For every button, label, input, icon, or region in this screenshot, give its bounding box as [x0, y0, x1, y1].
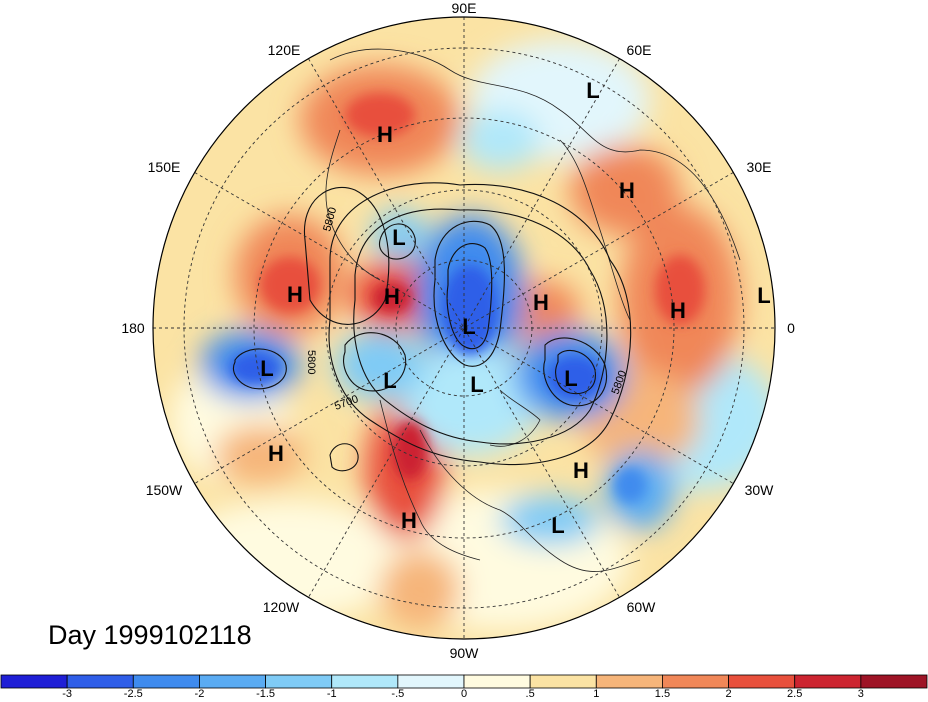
colorbar-tick-labels: -3 -2.5 -2 -1.5 -1 -.5 0 .5 1 1.5 2 2.5 3	[0, 688, 928, 702]
high-center: H	[573, 458, 589, 483]
colorbar	[0, 674, 928, 689]
colorbar-swatch	[265, 674, 333, 689]
colorbar-swatch	[397, 674, 465, 689]
colorbar-swatch	[463, 674, 531, 689]
colorbar-tick-label: 3	[857, 688, 864, 700]
lon-label-90w: 90W	[450, 645, 480, 661]
colorbar-tick-label: -2.5	[123, 688, 143, 700]
low-center: L	[564, 366, 577, 391]
low-center: L	[260, 356, 273, 381]
colorbar-swatch	[0, 674, 68, 689]
lon-label-180: 180	[121, 320, 145, 336]
colorbar-tick-label: 0	[460, 688, 468, 700]
high-center: H	[268, 441, 284, 466]
lon-label-60e: 60E	[627, 42, 652, 58]
colorbar-swatch	[132, 674, 200, 689]
low-center: L	[383, 368, 396, 393]
map-title: Day 1999102118	[48, 620, 252, 650]
contour-label-5800-b: 5800	[305, 350, 317, 374]
colorbar-tick-label: -1.5	[256, 688, 276, 700]
colorbar-tick-label: -.5	[391, 688, 405, 700]
colorbar-swatch	[199, 674, 266, 689]
lon-label-120w: 120W	[263, 599, 300, 615]
colorbar-swatch	[529, 674, 597, 689]
low-center: L	[470, 372, 483, 397]
high-center: H	[287, 282, 303, 307]
colorbar-swatch	[331, 674, 399, 689]
high-center: H	[401, 508, 417, 533]
colorbar-tick-label: 2.5	[787, 688, 803, 700]
graticule	[153, 17, 775, 639]
lon-label-150e: 150E	[148, 159, 181, 175]
high-center: H	[619, 178, 635, 203]
low-center: L	[757, 283, 770, 308]
colorbar-tick-label: -1	[326, 688, 337, 700]
map-boundary	[152, 16, 776, 640]
colorbar-swatch	[66, 674, 134, 689]
high-center: H	[533, 290, 549, 315]
lon-label-60w: 60W	[627, 599, 657, 615]
lon-label-30e: 30E	[747, 159, 772, 175]
lon-label-150w: 150W	[146, 482, 183, 498]
lon-label-30w: 30W	[745, 482, 775, 498]
colorbar-swatch	[794, 674, 862, 689]
lon-label-0: 0	[787, 320, 795, 336]
high-center: H	[384, 284, 400, 309]
low-center: L	[586, 78, 599, 103]
geopotential-contours	[233, 182, 632, 472]
colorbar-swatch	[595, 674, 663, 689]
lon-label-90e: 90E	[452, 0, 477, 16]
lon-label-120e: 120E	[268, 42, 301, 58]
colorbar-tick-label: 1.5	[654, 688, 671, 700]
colorbar-tick-label: .5	[525, 688, 535, 700]
low-center: L	[392, 225, 405, 250]
colorbar-swatch	[728, 674, 796, 689]
colorbar-tick-label: 2	[725, 688, 732, 700]
colorbar-swatch	[662, 674, 729, 689]
colorbar-tick-label: -3	[62, 688, 73, 700]
low-center: L	[462, 314, 475, 339]
low-center: L	[551, 513, 564, 538]
colorbar-tick-label: 1	[593, 688, 600, 700]
colorbar-swatch	[860, 674, 928, 689]
high-center: H	[377, 122, 393, 147]
colorbar-tick-label: -2	[194, 688, 205, 700]
high-center: H	[670, 298, 686, 323]
